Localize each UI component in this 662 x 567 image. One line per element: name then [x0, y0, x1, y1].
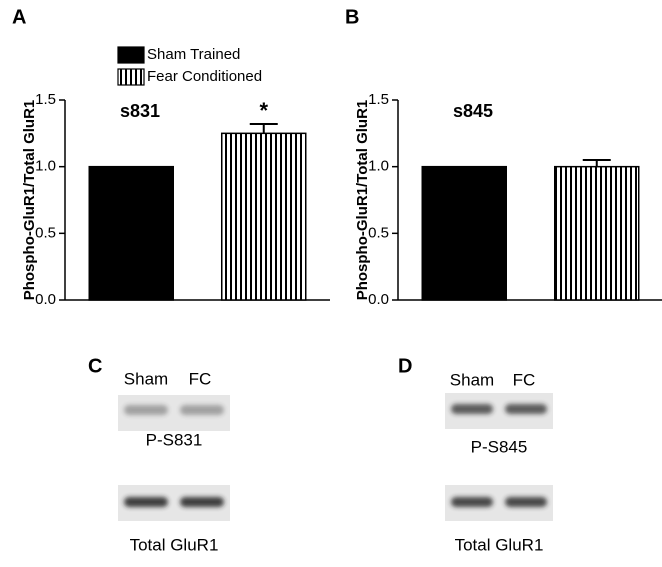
blot-band — [451, 404, 493, 414]
value-label: * — [259, 98, 268, 123]
error-bar — [249, 123, 278, 134]
blot-label: P-S831 — [146, 430, 203, 449]
error-bar — [582, 159, 611, 167]
panel-label: A — [12, 6, 26, 28]
y-tick-label: 0.5 — [35, 224, 56, 241]
bar — [421, 165, 507, 301]
blot-label: P-S845 — [471, 437, 528, 456]
blot-band — [180, 497, 224, 507]
bar — [221, 132, 307, 301]
annotation: s831 — [120, 101, 160, 121]
lane-label: FC — [189, 369, 212, 388]
y-tick-label: 1.0 — [368, 158, 389, 175]
bar — [88, 165, 174, 301]
blot-label: Total GluR1 — [455, 535, 544, 554]
y-axis-label: Phospho-GluR1/Total GluR1 — [21, 100, 38, 301]
lane-label: FC — [513, 370, 536, 389]
y-tick-label: 1.5 — [368, 91, 389, 108]
blot-band — [451, 497, 493, 507]
panel-label: C — [88, 355, 102, 377]
panel-label: D — [398, 355, 412, 377]
blot-label: Total GluR1 — [130, 535, 219, 554]
lane-label: Sham — [124, 369, 168, 388]
panel-label: B — [345, 6, 359, 28]
y-tick-label: 0.0 — [35, 291, 56, 308]
y-tick-label: 0.5 — [368, 224, 389, 241]
blot-band — [505, 497, 547, 507]
y-tick-label: 1.0 — [35, 158, 56, 175]
y-tick-label: 0.0 — [368, 291, 389, 308]
legend-label: Fear Conditioned — [147, 68, 262, 85]
blot-band — [124, 405, 168, 415]
blot-band — [124, 497, 168, 507]
blot-band — [505, 404, 547, 414]
legend-swatch — [117, 46, 145, 64]
annotation: s845 — [453, 101, 493, 121]
y-axis-label: Phospho-GluR1/Total GluR1 — [354, 100, 371, 301]
blot-band — [180, 405, 224, 415]
bar — [554, 165, 640, 301]
legend-label: Sham Trained — [147, 46, 240, 63]
legend-swatch — [117, 68, 145, 86]
lane-label: Sham — [450, 370, 494, 389]
y-tick-label: 1.5 — [35, 91, 56, 108]
